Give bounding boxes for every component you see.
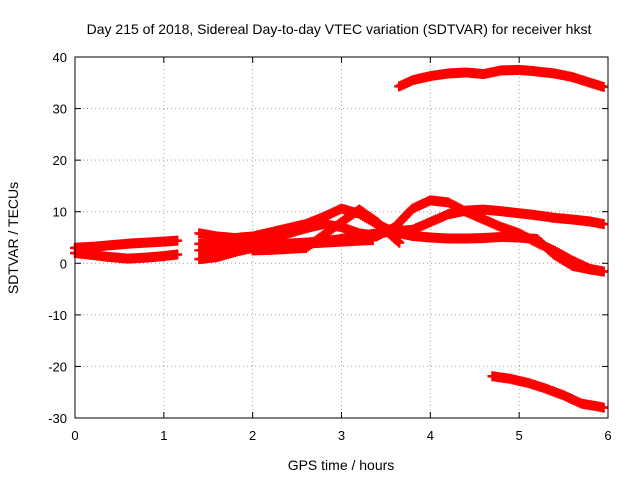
- data-point: [172, 249, 183, 260]
- data-series-arc-e: [247, 204, 405, 256]
- x-tick-label: 2: [249, 428, 256, 443]
- data-point: [598, 402, 609, 413]
- x-tick-label: 5: [516, 428, 523, 443]
- y-tick-label: 30: [53, 102, 67, 117]
- data-point: [598, 219, 609, 230]
- data-point: [598, 81, 609, 92]
- series-layer: [70, 64, 609, 413]
- x-tick-label: 4: [427, 428, 434, 443]
- data-point: [172, 235, 183, 246]
- data-point: [367, 235, 378, 246]
- y-tick-label: -20: [48, 359, 67, 374]
- x-tick-label: 3: [338, 428, 345, 443]
- y-axis-label: SDTVAR / TECUs: [5, 182, 21, 294]
- y-tick-label: 0: [60, 256, 67, 271]
- chart-title: Day 215 of 2018, Sidereal Day-to-day VTE…: [87, 21, 592, 37]
- x-tick-label: 6: [604, 428, 611, 443]
- x-axis-label: GPS time / hours: [288, 457, 395, 473]
- data-point: [394, 237, 405, 248]
- axis-layer: 0 1 2 3 4 5 6 -30 -20 -10 0 10 20 30 40: [48, 50, 611, 443]
- y-tick-label: -30: [48, 411, 67, 426]
- data-series-arc-early-lower: [70, 247, 183, 264]
- y-tick-label: 20: [53, 153, 67, 168]
- x-tick-label: 0: [71, 428, 78, 443]
- data-series-arc-low: [487, 371, 609, 413]
- x-tick-label: 1: [160, 428, 167, 443]
- data-series-arc-high: [394, 64, 609, 92]
- y-tick-label: -10: [48, 308, 67, 323]
- data-point: [598, 266, 609, 277]
- y-tick-label: 10: [53, 205, 67, 220]
- data-point: [392, 236, 403, 247]
- y-tick-label: 40: [53, 50, 67, 65]
